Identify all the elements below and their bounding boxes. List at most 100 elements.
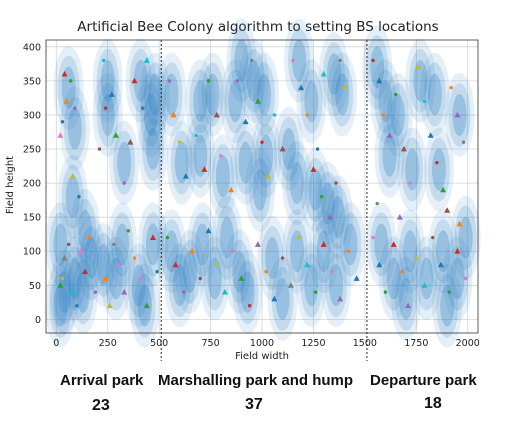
sensor-triangle [172, 261, 179, 268]
sensor-dot [305, 113, 309, 117]
sensor-dot [447, 290, 451, 294]
y-tick-label: 100 [23, 247, 41, 258]
base-station-coverage [185, 59, 216, 144]
base-station-coverage [327, 52, 358, 137]
base-station-coverage [207, 134, 238, 219]
base-station-coverage [49, 250, 80, 335]
sensor-dot [313, 290, 318, 294]
base-station-coverage [432, 263, 463, 348]
sensor-dot [103, 106, 108, 110]
base-station-coverage [249, 52, 280, 137]
base-station-coverage [450, 195, 481, 280]
park-dividers [160, 40, 368, 361]
sensor-dot [463, 276, 468, 281]
base-station-coverage [423, 127, 454, 212]
base-station-coverage [366, 202, 397, 287]
sensor-dot [68, 79, 73, 83]
sensor-dot [330, 269, 334, 274]
sensor-triangle [102, 275, 109, 281]
base-station-coverage [220, 59, 251, 144]
sensor-dot [235, 79, 240, 83]
sensor-triangle [127, 139, 134, 145]
sensor-triangle [320, 241, 327, 247]
base-station-coverage [129, 263, 160, 348]
sensor-dot [182, 290, 186, 294]
base-station-coverage [335, 202, 366, 287]
sensor-triangle [238, 275, 245, 281]
grid-lines [46, 40, 478, 333]
park-label-marshalling: Marshalling park and hump [158, 372, 354, 389]
base-station-coverage [92, 38, 123, 123]
base-station-coverage [281, 209, 312, 294]
sensor-triangle [287, 282, 294, 288]
sensor-triangle [440, 186, 447, 193]
x-tick-label: 250 [99, 338, 117, 349]
sensor-dot [66, 242, 71, 247]
sensor-dot [231, 249, 235, 253]
sensor-triangle [131, 77, 138, 84]
sensor-triangle [205, 227, 212, 234]
base-station-coverage [140, 52, 171, 137]
sensor-triangle [390, 241, 397, 247]
y-tick-labels: 0 50 100 150 200 250 300 350 400 [23, 42, 41, 326]
base-station-coverage [232, 250, 263, 335]
sensor-dot [165, 235, 170, 240]
y-tick-label: 200 [23, 179, 41, 190]
sensor-dot [381, 113, 386, 117]
sensor-dot [334, 181, 338, 185]
y-tick-label: 300 [23, 110, 41, 121]
sensor-dot [338, 58, 342, 63]
sensor-triangle [143, 302, 150, 309]
sensor-triangle [405, 302, 412, 309]
sensor-triangle [69, 288, 76, 295]
sensor-triangle [376, 261, 383, 268]
sensor-triangle [69, 173, 76, 179]
sensor-dot [87, 235, 91, 240]
sensor-triangle [279, 145, 286, 152]
base-station-coverage [378, 236, 409, 321]
y-tick-label: 250 [23, 145, 41, 156]
park-count-departure: 18 [424, 395, 442, 412]
park-count-marshalling: 37 [245, 396, 263, 413]
sensor-triangle [242, 118, 249, 125]
sensor-dot [383, 290, 388, 294]
sensor-triangle [189, 248, 196, 254]
x-tick-labels: 0 250 500 750 1000 1250 1500 1750 2000 [53, 338, 480, 349]
sensor-triangle [415, 64, 422, 70]
sensor-triangle [112, 132, 119, 138]
sensor-triangle [310, 166, 317, 172]
base-station-coverage [251, 113, 282, 198]
sensor-dot [449, 85, 453, 90]
sensor-dot [264, 269, 268, 274]
base-station-coverage [296, 243, 327, 328]
sensor-dot [315, 147, 320, 151]
base-station-coverage [197, 52, 228, 137]
base-station-coverage [107, 202, 138, 287]
base-station-coverage [300, 147, 331, 232]
sensor-triangle [400, 145, 407, 152]
sensor-dot [155, 269, 159, 274]
y-tick-label: 400 [23, 42, 41, 53]
sensor-dot [101, 58, 106, 63]
sensor-dot [272, 113, 277, 117]
base-station-coverage [230, 120, 261, 205]
sensor-dot [75, 304, 79, 308]
base-station-coverage [137, 202, 168, 287]
base-station-coverage [405, 38, 436, 123]
coverage-areas [45, 18, 481, 348]
base-station-coverage [135, 72, 166, 157]
sensor-dot [178, 140, 182, 144]
sensor-triangle [61, 254, 68, 261]
base-station-coverage [281, 141, 312, 226]
y-tick-label: 50 [29, 281, 41, 292]
sensor-dot [431, 235, 435, 240]
sensor-dot [138, 276, 143, 281]
sensor-dot [73, 106, 77, 110]
base-station-coverage [45, 202, 76, 287]
sensor-triangle [271, 295, 278, 302]
sensor-dot [346, 249, 351, 253]
sensor-dot [206, 79, 211, 83]
sensor-dot [126, 229, 130, 233]
sensor-triangle [57, 282, 64, 288]
base-station-coverage [166, 120, 197, 205]
